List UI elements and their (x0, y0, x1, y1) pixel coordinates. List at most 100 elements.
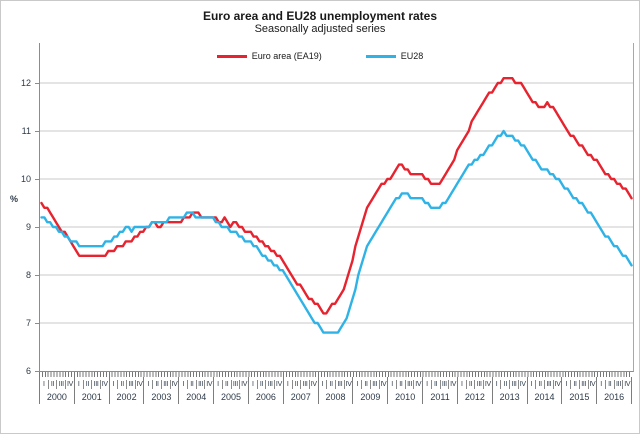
y-axis-tick-9 (35, 227, 39, 228)
year-label: 2011 (430, 392, 450, 402)
x-axis-year-cell-2010: I II III IV 2010 (387, 377, 422, 404)
quarter-label: I (495, 381, 498, 388)
quarter-label: III (369, 380, 379, 389)
year-label: 2009 (360, 392, 381, 402)
x-axis-month-ticks (39, 372, 632, 377)
quarter-label: II (430, 380, 440, 389)
quarter-label: IV (517, 380, 526, 389)
x-axis-year-cell-2012: I II III IV 2012 (456, 377, 492, 404)
quarter-label: I (565, 381, 568, 388)
quarter-label: I (77, 381, 80, 388)
quarter-label-row: I II III IV (493, 380, 527, 389)
quarter-label: IV (65, 380, 73, 389)
quarter-label: IV (552, 380, 561, 389)
x-axis-year-cell-2008: I II III IV 2008 (317, 377, 353, 404)
quarter-label: III (300, 380, 309, 389)
legend: Euro area (EA19) EU28 (1, 51, 639, 61)
y-axis-label-12: 12 (20, 78, 31, 88)
quarter-label-row: I II III IV (562, 380, 596, 389)
quarter-label: II (604, 380, 614, 389)
quarter-label: III (56, 380, 65, 389)
quarter-label: I (530, 381, 533, 388)
quarter-label: IV (308, 380, 317, 389)
y-axis-tick-11 (35, 131, 39, 132)
quarter-label: III (544, 380, 553, 389)
quarter-label-row: I II III IV (249, 380, 283, 389)
year-label: 2013 (499, 392, 520, 402)
y-axis-label-8: 8 (25, 270, 31, 280)
quarter-label: IV (413, 380, 422, 389)
year-label: 2004 (186, 392, 207, 402)
quarter-label: III (265, 380, 274, 389)
quarter-label: IV (378, 380, 387, 389)
year-label: 2003 (151, 392, 172, 402)
quarter-label-row: I II III IV (284, 380, 318, 389)
quarter-label: II (291, 380, 301, 389)
quarter-label: I (391, 381, 393, 388)
quarter-label: I (460, 381, 463, 388)
quarter-label-row: I II III IV (179, 380, 213, 389)
y-axis-label-10: 10 (20, 174, 31, 184)
quarter-label: IV (274, 380, 282, 389)
year-label: 2007 (290, 392, 311, 402)
year-label: 2008 (325, 392, 346, 402)
quarter-label: I (426, 381, 428, 388)
quarter-label: IV (134, 380, 143, 389)
quarter-label: III (439, 380, 449, 389)
year-label: 2005 (221, 392, 242, 402)
quarter-label-row: I II III IV (528, 380, 562, 389)
y-axis-tick-12 (35, 83, 39, 84)
x-axis-year-cell-2007: I II III IV 2007 (282, 377, 318, 404)
quarter-label: II (535, 380, 544, 389)
quarter-label: II (256, 380, 266, 389)
x-axis-year-cell-2016: I II III IV 2016 (596, 377, 631, 404)
legend-swatch-icon (365, 54, 396, 58)
y-axis-label-9: 9 (25, 222, 31, 232)
quarter-label: IV (622, 380, 631, 389)
x-axis-year-cell-2005: I II III IV 2005 (213, 377, 248, 404)
y-axis-unit-label: % (10, 194, 19, 204)
quarter-label: I (600, 381, 602, 388)
y-axis-label-6: 6 (25, 366, 31, 376)
chart-subtitle: Seasonally adjusted series (254, 23, 386, 35)
quarter-label: III (126, 380, 135, 389)
quarter-label: I (43, 381, 45, 388)
quarter-label: II (395, 380, 405, 389)
quarter-label: III (474, 380, 483, 389)
quarter-label: II (117, 380, 126, 389)
quarter-label: III (613, 380, 623, 389)
x-axis-year-cell-2001: I II III IV 2001 (73, 377, 109, 404)
quarter-label: III (578, 380, 588, 389)
quarter-label: I (182, 381, 184, 388)
quarter-label: III (195, 380, 205, 389)
quarter-label: I (286, 381, 289, 388)
quarter-label: II (221, 380, 231, 389)
quarter-label-row: I II III IV (319, 380, 353, 389)
quarter-label: III (230, 380, 240, 389)
year-label: 2000 (46, 392, 67, 402)
legend-label: Euro area (EA19) (251, 51, 322, 61)
quarter-label: III (91, 380, 100, 389)
quarter-label: IV (448, 380, 457, 389)
y-axis-tick-10 (35, 179, 39, 180)
quarter-label: III (404, 380, 414, 389)
quarter-label: IV (99, 380, 108, 389)
quarter-label: IV (169, 380, 178, 389)
x-axis: I II III IV 2000 I II III IV 2001 I II III IV 2002 I II I… (39, 372, 632, 404)
year-label: 2012 (464, 392, 485, 402)
y-axis-tick-6 (35, 371, 39, 372)
quarter-label: II (361, 380, 370, 389)
quarter-label: IV (483, 380, 491, 389)
quarter-label: II (570, 380, 579, 389)
x-axis-year-cell-2009: I II III IV 2009 (352, 377, 387, 404)
x-axis-year-cell-2011: I II III IV 2011 (422, 377, 457, 404)
quarter-label: IV (204, 380, 213, 389)
series-line-eu28 (40, 129, 633, 334)
quarter-label-row: I II III IV (423, 380, 457, 389)
quarter-label: II (47, 380, 57, 389)
quarter-label: III (509, 380, 518, 389)
x-axis-year-cell-2003: I II III IV 2003 (143, 377, 178, 404)
x-axis-year-cell-2004: I II III IV 2004 (178, 377, 213, 404)
quarter-label: II (465, 380, 475, 389)
